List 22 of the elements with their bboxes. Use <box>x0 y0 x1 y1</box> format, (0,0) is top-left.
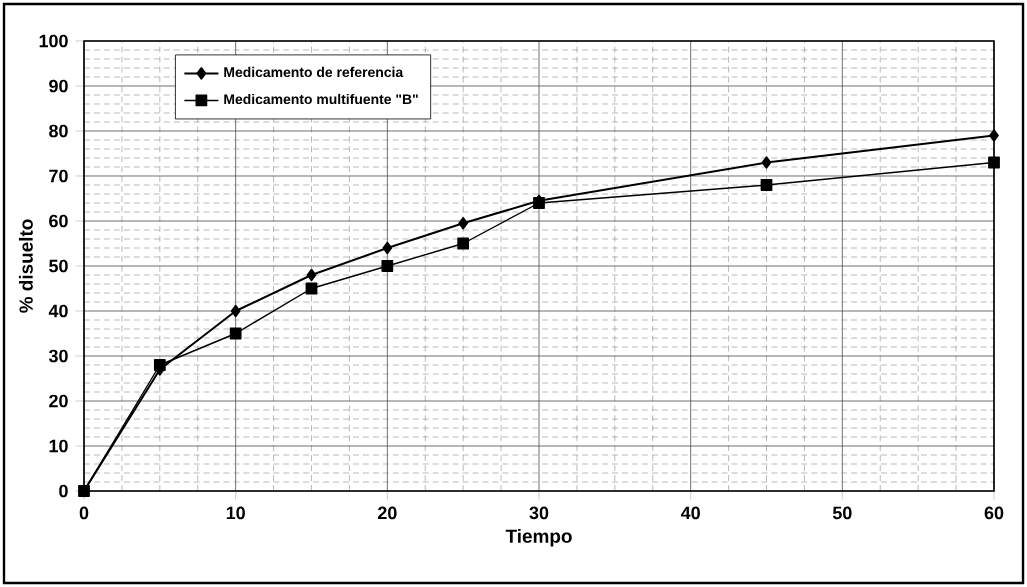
x-tick-label: 50 <box>832 506 852 520</box>
x-tick-label: 60 <box>984 506 1004 520</box>
y-tick-label: 0 <box>59 484 68 498</box>
x-tick-label: 0 <box>79 506 89 520</box>
x-tick-label: 20 <box>377 506 397 520</box>
y-tick-label: 100 <box>39 34 68 48</box>
y-tick-label: 10 <box>49 439 68 453</box>
x-tick-label: 10 <box>226 506 245 520</box>
legend-label: Medicamento de referencia <box>224 66 404 78</box>
y-tick-label: 60 <box>49 214 68 228</box>
y-tick-label: 70 <box>49 169 68 183</box>
legend-label: Medicamento multifuente "B" <box>224 93 418 105</box>
y-axis-title: % disuelto <box>18 219 33 313</box>
y-tick-label: 50 <box>49 259 68 273</box>
x-tick-label: 30 <box>529 506 549 520</box>
y-tick-label: 90 <box>49 79 68 93</box>
x-tick-label: 40 <box>680 506 700 520</box>
y-tick-label: 40 <box>48 304 68 318</box>
x-axis-title: Tiempo <box>505 528 572 547</box>
y-tick-label: 30 <box>48 349 68 363</box>
y-tick-label: 80 <box>49 124 68 138</box>
y-tick-label: 20 <box>49 394 68 408</box>
